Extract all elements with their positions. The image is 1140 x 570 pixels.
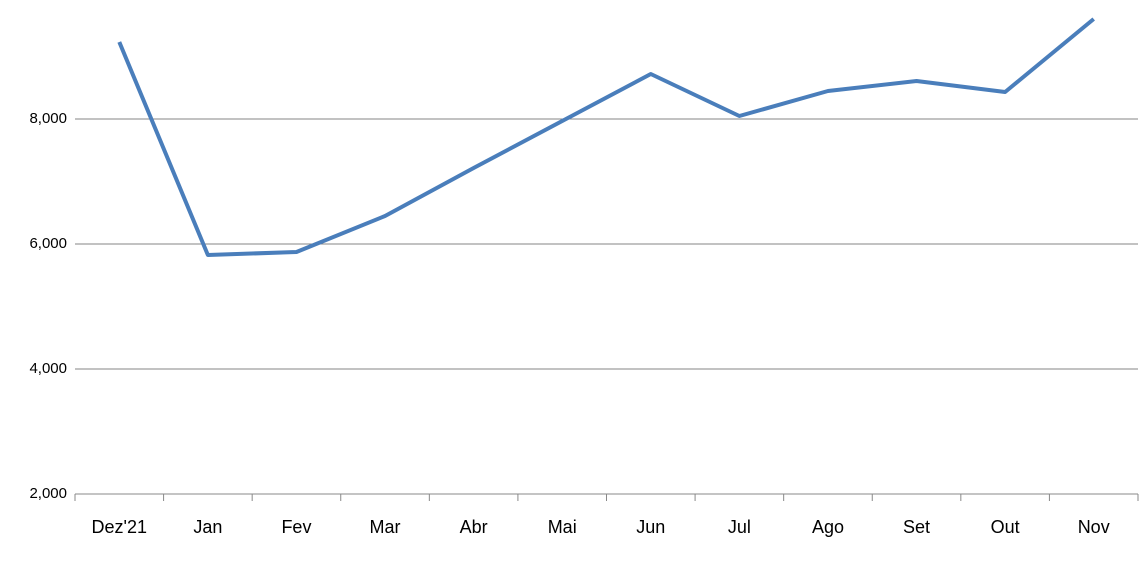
x-tick-label: Fev bbox=[281, 517, 311, 537]
x-tick-label: Ago bbox=[812, 517, 844, 537]
x-tick-label: Abr bbox=[460, 517, 488, 537]
x-tick-label: Jul bbox=[728, 517, 751, 537]
x-tick-label: Jan bbox=[193, 517, 222, 537]
y-tick-label: 6,000 bbox=[29, 235, 67, 252]
x-tick-label: Nov bbox=[1078, 517, 1110, 537]
y-tick-label: 8,000 bbox=[29, 110, 67, 127]
y-tick-label: 2,000 bbox=[29, 485, 67, 502]
x-tick-label: Mai bbox=[548, 517, 577, 537]
x-tick-label: Jun bbox=[636, 517, 665, 537]
x-tick-label: Dez'21 bbox=[92, 517, 147, 537]
x-tick-label: Set bbox=[903, 517, 930, 537]
y-tick-label: 4,000 bbox=[29, 360, 67, 377]
x-tick-label: Out bbox=[991, 517, 1020, 537]
line-series bbox=[117, 17, 1095, 257]
x-tick-label: Mar bbox=[370, 517, 401, 537]
